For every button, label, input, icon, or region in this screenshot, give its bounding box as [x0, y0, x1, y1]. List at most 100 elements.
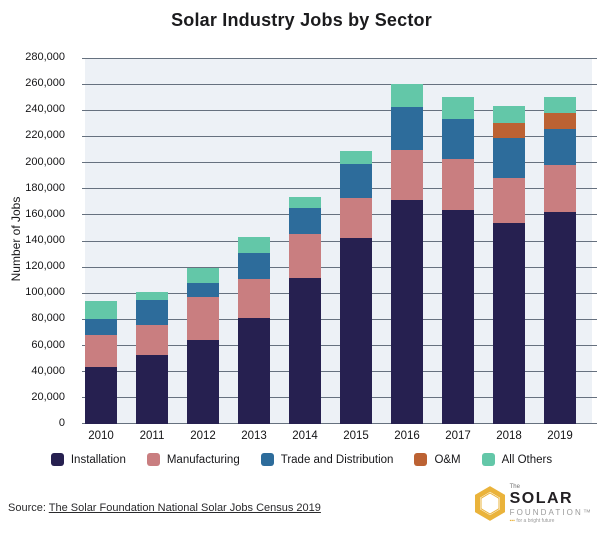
gridline [82, 397, 597, 399]
bar-segment-manufacturing-2017 [442, 158, 474, 210]
bar-segment-trade-and-distribution-2012 [187, 282, 219, 298]
bar-segment-all-others-2012 [187, 268, 219, 283]
y-tick-label: 280,000 [25, 51, 65, 63]
bar-segment-trade-and-distribution-2016 [391, 107, 423, 151]
y-tick-label: 220,000 [25, 129, 65, 142]
y-tick-label: 0 [58, 417, 65, 429]
y-tick-label: 120,000 [25, 260, 65, 273]
gridline [82, 240, 597, 242]
y-tick-label: 160,000 [25, 207, 65, 220]
source-line: Source: The Solar Foundation National So… [8, 502, 321, 514]
logo-name-solar: SOLAR [509, 490, 574, 507]
y-tick-label: 260,000 [25, 77, 65, 90]
bar-segment-installation-2013 [238, 318, 270, 424]
x-tick-label-2010: 2010 [88, 430, 114, 442]
gridline [82, 135, 597, 137]
y-tick-label: 240,000 [25, 103, 65, 116]
bar-segment-installation-2019 [544, 212, 576, 424]
bar-segment-installation-2011 [136, 354, 168, 424]
legend-label: Manufacturing [166, 453, 240, 466]
bar-segment-o-m-2018 [493, 123, 525, 138]
gridline [82, 345, 597, 347]
y-tick-label: 40,000 [31, 364, 65, 377]
y-tick-label: 200,000 [25, 155, 65, 168]
gridline [82, 188, 597, 190]
chart-title: Solar Industry Jobs by Sector [171, 10, 432, 30]
bar-segment-all-others-2015 [340, 150, 372, 164]
legend-swatch-icon [50, 453, 64, 466]
bar-segment-manufacturing-2019 [544, 165, 576, 213]
bar-segment-trade-and-distribution-2013 [238, 252, 270, 279]
y-tick-label: 180,000 [25, 181, 65, 194]
bar-segment-trade-and-distribution-2017 [442, 119, 474, 159]
gridline [82, 83, 597, 85]
bar-segment-manufacturing-2014 [289, 234, 321, 278]
y-tick-label: 140,000 [25, 234, 65, 246]
logo-the: The [509, 484, 520, 490]
legend-swatch-icon [146, 453, 160, 466]
bar-segment-trade-and-distribution-2019 [544, 128, 576, 166]
gridline [82, 423, 597, 424]
x-tick-label-2017: 2017 [445, 430, 471, 442]
source-link[interactable]: The Solar Foundation National Solar Jobs… [48, 502, 321, 514]
gridline [82, 292, 597, 294]
legend-item-all-others: All Others [481, 453, 553, 466]
bar-segment-installation-2016 [391, 200, 423, 424]
gridline [82, 371, 597, 373]
x-tick-label-2013: 2013 [241, 430, 267, 442]
gridline [82, 57, 597, 59]
y-tick-label: 100,000 [25, 286, 65, 299]
bar-segment-installation-2018 [493, 222, 525, 424]
bar-segment-manufacturing-2018 [493, 178, 525, 223]
bar-segment-installation-2010 [85, 366, 117, 424]
bar-segment-all-others-2010 [85, 301, 117, 320]
y-tick-label: 60,000 [31, 338, 65, 351]
legend-item-trade-and-distribution: Trade and Distribution [260, 453, 394, 466]
legend-swatch-icon [260, 453, 274, 466]
x-tick-label-2011: 2011 [139, 430, 165, 442]
logo-tagline: ▪▪▪ for a bright future [509, 518, 555, 524]
plot-area: 0 20,000 40,000 60,000 80,000 100,000 120,000 1… [25, 52, 597, 429]
gridline [82, 162, 597, 164]
y-tick-label: 80,000 [31, 312, 65, 325]
x-tick-label-2012: 2012 [190, 430, 216, 442]
x-tick-label-2016: 2016 [394, 430, 420, 442]
bar-segment-trade-and-distribution-2015 [340, 163, 372, 198]
bar-segment-manufacturing-2010 [85, 335, 117, 367]
legend-label: All Others [501, 453, 553, 466]
legend-label: Installation [70, 453, 126, 466]
x-tick-label-2019: 2019 [547, 430, 573, 442]
bar-segment-all-others-2013 [238, 237, 270, 253]
hexagon-sun-icon [474, 486, 505, 521]
bar-segment-trade-and-distribution-2018 [493, 137, 525, 179]
bar-segment-o-m-2019 [544, 112, 576, 129]
bar-segment-all-others-2019 [544, 97, 576, 113]
x-tick-label-2014: 2014 [292, 430, 318, 442]
x-tick-label-2018: 2018 [496, 430, 522, 442]
legend-label: Trade and Distribution [280, 453, 394, 466]
bar-segment-manufacturing-2012 [187, 297, 219, 341]
x-tick-label-2015: 2015 [343, 430, 369, 442]
source-prefix: Source: [8, 502, 46, 514]
gridline [82, 109, 597, 111]
bar-segment-all-others-2018 [493, 106, 525, 124]
bar-segment-trade-and-distribution-2011 [136, 299, 168, 325]
legend-item-o-m: O&M [414, 453, 461, 466]
legend: Installation Manufacturing Trade and Distr… [0, 453, 603, 466]
bar-segment-manufacturing-2015 [340, 197, 372, 239]
bar-segment-trade-and-distribution-2010 [85, 319, 117, 336]
gridline [82, 214, 597, 216]
bar-segment-all-others-2016 [391, 84, 423, 108]
legend-item-installation: Installation [50, 453, 126, 466]
bar-segment-manufacturing-2013 [238, 278, 270, 319]
legend-swatch-icon [414, 453, 428, 466]
bar-segment-trade-and-distribution-2014 [289, 208, 321, 235]
bar-segment-all-others-2014 [289, 196, 321, 209]
gridline [82, 266, 597, 268]
gridline [82, 318, 597, 320]
legend-item-manufacturing: Manufacturing [146, 453, 240, 466]
bar-segment-installation-2015 [340, 238, 372, 424]
bar-segment-all-others-2011 [136, 292, 168, 300]
bar-segment-manufacturing-2011 [136, 324, 168, 355]
